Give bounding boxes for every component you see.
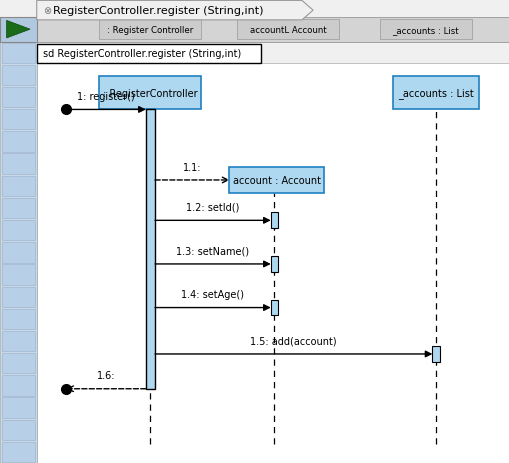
FancyBboxPatch shape [2, 66, 35, 86]
Polygon shape [7, 21, 30, 39]
Text: 1.1:: 1.1: [183, 162, 201, 172]
Text: _accounts : List: _accounts : List [392, 25, 458, 35]
FancyBboxPatch shape [2, 220, 35, 241]
Text: ⊗: ⊗ [43, 6, 51, 16]
FancyBboxPatch shape [2, 419, 35, 440]
Text: : RegisterController: : RegisterController [103, 88, 197, 99]
FancyBboxPatch shape [2, 243, 35, 263]
FancyBboxPatch shape [99, 20, 201, 40]
Text: sd RegisterController.register (String,int): sd RegisterController.register (String,i… [43, 49, 241, 59]
Text: 1.6:: 1.6: [97, 370, 115, 381]
FancyBboxPatch shape [2, 309, 35, 329]
Text: 1.4: setAge(): 1.4: setAge() [181, 289, 244, 300]
Text: 1.2: setId(): 1.2: setId() [186, 202, 239, 213]
FancyBboxPatch shape [0, 43, 37, 463]
FancyBboxPatch shape [270, 257, 277, 272]
FancyBboxPatch shape [2, 110, 35, 130]
FancyBboxPatch shape [392, 77, 478, 110]
Text: 1: register(): 1: register() [77, 92, 135, 102]
FancyBboxPatch shape [2, 331, 35, 351]
FancyBboxPatch shape [37, 44, 261, 64]
FancyBboxPatch shape [146, 110, 155, 389]
FancyBboxPatch shape [99, 77, 201, 110]
FancyBboxPatch shape [2, 44, 35, 64]
FancyBboxPatch shape [2, 265, 35, 285]
FancyBboxPatch shape [2, 442, 35, 462]
Text: 1.3: setName(): 1.3: setName() [176, 246, 249, 256]
FancyBboxPatch shape [379, 20, 471, 40]
FancyBboxPatch shape [2, 154, 35, 175]
FancyBboxPatch shape [37, 64, 509, 463]
FancyBboxPatch shape [2, 398, 35, 418]
Text: : Register Controller: : Register Controller [107, 25, 193, 35]
Text: account : Account: account : Account [232, 176, 320, 186]
FancyBboxPatch shape [237, 20, 338, 40]
FancyBboxPatch shape [2, 375, 35, 396]
Text: _accounts : List: _accounts : List [398, 88, 473, 99]
FancyBboxPatch shape [2, 287, 35, 307]
FancyBboxPatch shape [432, 346, 439, 362]
FancyBboxPatch shape [270, 213, 277, 229]
FancyBboxPatch shape [2, 176, 35, 197]
FancyBboxPatch shape [2, 132, 35, 152]
FancyBboxPatch shape [2, 353, 35, 374]
Text: accountL Account: accountL Account [249, 25, 326, 35]
FancyBboxPatch shape [229, 168, 323, 194]
Text: 1.5: add(account): 1.5: add(account) [250, 336, 336, 346]
Polygon shape [37, 1, 313, 21]
FancyBboxPatch shape [0, 18, 37, 43]
Text: RegisterController.register (String,int): RegisterController.register (String,int) [53, 6, 263, 16]
FancyBboxPatch shape [2, 88, 35, 108]
FancyBboxPatch shape [270, 300, 277, 316]
FancyBboxPatch shape [0, 18, 509, 43]
FancyBboxPatch shape [2, 199, 35, 219]
